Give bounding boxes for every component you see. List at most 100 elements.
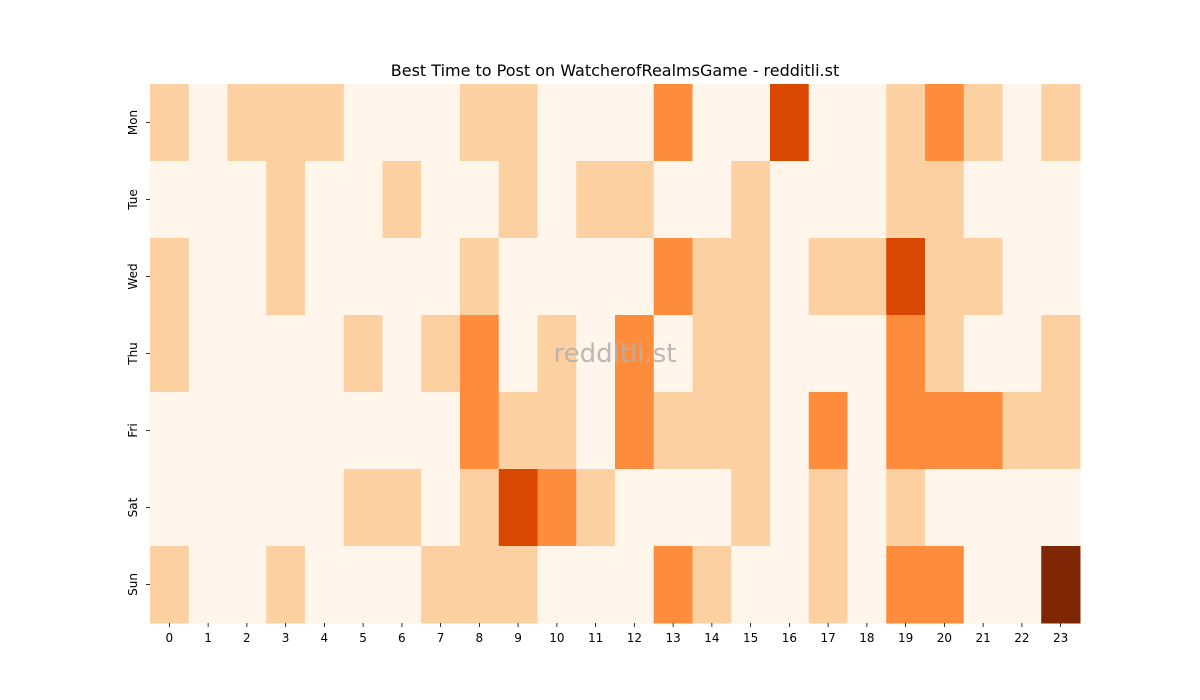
y-tick-label: Sun xyxy=(126,573,140,596)
heatmap-cell-sun-10 xyxy=(537,546,577,624)
heatmap-cell-thu-7 xyxy=(421,315,461,393)
heatmap-cell-thu-0 xyxy=(150,315,190,393)
heatmap-cell-fri-11 xyxy=(576,392,616,470)
heatmap-cell-sun-15 xyxy=(731,546,771,624)
heatmap-cell-tue-5 xyxy=(343,161,383,239)
heatmap-cell-thu-2 xyxy=(227,315,267,393)
heatmap-cell-mon-0 xyxy=(150,84,190,162)
heatmap-cell-thu-23 xyxy=(1041,315,1081,393)
heatmap-cell-sat-19 xyxy=(886,469,926,547)
heatmap-cell-tue-14 xyxy=(692,161,732,239)
heatmap-cell-fri-5 xyxy=(343,392,383,470)
heatmap-cell-wed-19 xyxy=(886,238,926,316)
heatmap-cell-fri-19 xyxy=(886,392,926,470)
heatmap-cell-mon-16 xyxy=(770,84,810,162)
heatmap-cell-wed-23 xyxy=(1041,238,1081,316)
heatmap-cell-sat-21 xyxy=(963,469,1003,547)
heatmap-cell-tue-12 xyxy=(615,161,655,239)
heatmap-cell-mon-15 xyxy=(731,84,771,162)
heatmap-cell-wed-22 xyxy=(1002,238,1042,316)
x-tick-label: 15 xyxy=(743,631,758,645)
heatmap-cell-wed-15 xyxy=(731,238,771,316)
heatmap-cell-thu-15 xyxy=(731,315,771,393)
x-tick-label: 14 xyxy=(704,631,719,645)
heatmap-cell-sun-6 xyxy=(382,546,422,624)
heatmap-cell-fri-16 xyxy=(770,392,810,470)
heatmap-cell-fri-14 xyxy=(692,392,732,470)
y-tick-label: Sat xyxy=(126,497,140,517)
heatmap-cell-mon-12 xyxy=(615,84,655,162)
heatmap-cell-sun-0 xyxy=(150,546,190,624)
y-tick-label: Tue xyxy=(126,189,140,211)
heatmap-cell-wed-4 xyxy=(305,238,345,316)
heatmap-cell-mon-3 xyxy=(266,84,306,162)
x-axis: 0 1 2 3 4 5 6 7 8 9 10 11 12 13 14 15 16 17 18 19 20 21 22 23 xyxy=(166,623,1068,645)
heatmap-cell-fri-6 xyxy=(382,392,422,470)
heatmap-cell-thu-12 xyxy=(615,315,655,393)
heatmap-cell-fri-21 xyxy=(963,392,1003,470)
heatmap-cell-thu-9 xyxy=(498,315,538,393)
heatmap-cell-mon-22 xyxy=(1002,84,1042,162)
heatmap-cell-wed-7 xyxy=(421,238,461,316)
heatmap-cell-tue-16 xyxy=(770,161,810,239)
heatmap-cell-sat-20 xyxy=(925,469,965,547)
heatmap-cell-mon-13 xyxy=(653,84,693,162)
heatmap-cell-sun-20 xyxy=(925,546,965,624)
x-tick-label: 0 xyxy=(166,631,174,645)
x-tick-label: 23 xyxy=(1053,631,1068,645)
x-tick-label: 4 xyxy=(321,631,329,645)
heatmap-cell-wed-14 xyxy=(692,238,732,316)
heatmap-cell-tue-0 xyxy=(150,161,190,239)
heatmap-cell-tue-18 xyxy=(847,161,887,239)
heatmap-cell-sun-9 xyxy=(498,546,538,624)
heatmap-cell-mon-23 xyxy=(1041,84,1081,162)
heatmap-cell-tue-22 xyxy=(1002,161,1042,239)
heatmap-cell-fri-4 xyxy=(305,392,345,470)
heatmap-cell-wed-16 xyxy=(770,238,810,316)
x-tick-label: 7 xyxy=(437,631,445,645)
heatmap-cell-mon-9 xyxy=(498,84,538,162)
heatmap-cell-sat-4 xyxy=(305,469,345,547)
heatmap-cell-tue-2 xyxy=(227,161,267,239)
heatmap-cell-tue-13 xyxy=(653,161,693,239)
x-tick-label: 18 xyxy=(859,631,874,645)
heatmap-cell-fri-17 xyxy=(808,392,848,470)
heatmap-cell-sat-8 xyxy=(460,469,500,547)
heatmap-cell-sun-12 xyxy=(615,546,655,624)
heatmap-cell-sun-18 xyxy=(847,546,887,624)
heatmap-cell-thu-18 xyxy=(847,315,887,393)
heatmap-cell-tue-10 xyxy=(537,161,577,239)
heatmap-cell-sun-23 xyxy=(1041,546,1081,624)
heatmap-cell-sat-22 xyxy=(1002,469,1042,547)
heatmap-cell-fri-20 xyxy=(925,392,965,470)
heatmap-cell-tue-15 xyxy=(731,161,771,239)
heatmap-cell-tue-7 xyxy=(421,161,461,239)
heatmap-cell-sun-19 xyxy=(886,546,926,624)
heatmap-cell-sat-6 xyxy=(382,469,422,547)
heatmap-cell-sat-3 xyxy=(266,469,306,547)
heatmap-cell-sat-11 xyxy=(576,469,616,547)
heatmap-cell-sat-16 xyxy=(770,469,810,547)
heatmap-cell-thu-6 xyxy=(382,315,422,393)
heatmap-cell-wed-8 xyxy=(460,238,500,316)
heatmap-cell-sun-4 xyxy=(305,546,345,624)
heatmap-cell-fri-1 xyxy=(188,392,228,470)
heatmap-cell-tue-1 xyxy=(188,161,228,239)
heatmap-cell-sat-10 xyxy=(537,469,577,547)
heatmap-cell-thu-1 xyxy=(188,315,228,393)
x-tick-label: 10 xyxy=(549,631,564,645)
heatmap-cell-mon-14 xyxy=(692,84,732,162)
y-tick-label: Mon xyxy=(126,110,140,135)
heatmap-cell-wed-9 xyxy=(498,238,538,316)
heatmap-cell-wed-5 xyxy=(343,238,383,316)
heatmap-cell-fri-12 xyxy=(615,392,655,470)
heatmap-cell-sat-14 xyxy=(692,469,732,547)
heatmap-cell-sun-1 xyxy=(188,546,228,624)
heatmap-cell-tue-3 xyxy=(266,161,306,239)
heatmap-cell-tue-21 xyxy=(963,161,1003,239)
x-tick-label: 17 xyxy=(820,631,835,645)
heatmap-cell-sun-14 xyxy=(692,546,732,624)
heatmap-cell-sat-15 xyxy=(731,469,771,547)
heatmap-cell-fri-9 xyxy=(498,392,538,470)
x-tick-label: 2 xyxy=(243,631,251,645)
